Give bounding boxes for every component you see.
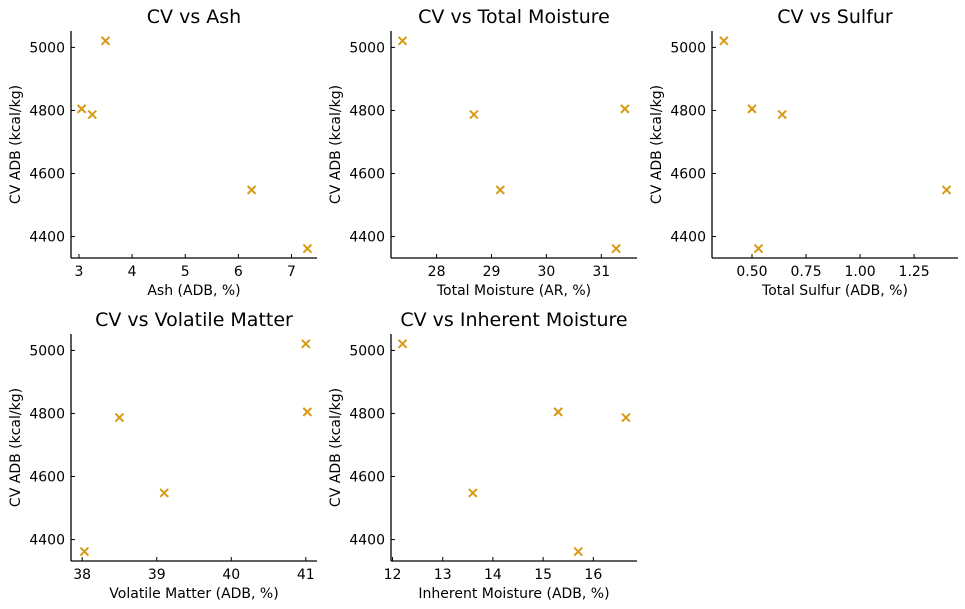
x-axis-label: Inherent Moisture (ADB, %): [418, 586, 609, 602]
y-tick-label: 5000: [29, 40, 65, 56]
y-tick-label: 4800: [670, 103, 706, 119]
x-tick-label: 38: [73, 567, 91, 583]
data-point: [79, 546, 90, 557]
data-point: [611, 243, 621, 254]
chart-title: CV vs Total Moisture: [418, 6, 610, 28]
chart-title: CV vs Ash: [147, 6, 241, 28]
chart-title: CV vs Sulfur: [777, 6, 893, 28]
data-point: [469, 109, 479, 120]
data-point: [941, 185, 952, 195]
y-tick-label: 4600: [29, 470, 65, 486]
y-tick-label: 4600: [349, 470, 385, 486]
chart-panel-4: CV vs Volatile Matter 38 39 40 41 4400 4600 480…: [8, 309, 317, 602]
y-tick-label: 4400: [29, 230, 65, 246]
chart-panel-2: CV vs Total Moisture 28 29 30 31 4400 4600 4800…: [328, 6, 637, 299]
x-axis-label: Total Sulfur (ADB, %): [761, 283, 908, 299]
x-axis-label: Volatile Matter (ADB, %): [109, 586, 278, 602]
y-tick-label: 4400: [670, 230, 706, 246]
data-point: [777, 109, 787, 120]
y-tick-label: 5000: [29, 343, 65, 359]
y-tick-label: 4800: [29, 406, 65, 422]
x-tick-label: 1.00: [844, 264, 875, 280]
y-tick-label: 4400: [349, 533, 385, 549]
data-point: [301, 339, 311, 349]
chart-panel-3: CV vs Sulfur 0.50 0.75 1.00 1.25 4400 4600 4800…: [649, 6, 958, 299]
y-axis-label: CV ADB (kcal/kg): [328, 388, 344, 507]
y-tick-label: 4600: [29, 167, 65, 183]
y-tick-label: 4600: [349, 167, 385, 183]
y-axis-label: CV ADB (kcal/kg): [8, 85, 24, 204]
x-tick-label: 16: [584, 567, 602, 583]
x-axis-label: Total Moisture (AR, %): [436, 283, 591, 299]
x-tick-label: 31: [592, 264, 610, 280]
data-point: [397, 339, 408, 349]
x-tick-label: 30: [537, 264, 555, 280]
x-tick-label: 3: [75, 264, 84, 280]
data-point: [302, 407, 313, 417]
y-tick-label: 4400: [349, 230, 385, 246]
x-tick-label: 5: [181, 264, 190, 280]
x-tick-label: 29: [483, 264, 501, 280]
data-point: [753, 243, 764, 254]
data-point: [553, 407, 563, 417]
x-tick-label: 6: [234, 264, 243, 280]
x-tick-label: 0.50: [736, 264, 767, 280]
data-point: [114, 412, 125, 423]
x-tick-label: 7: [287, 264, 296, 280]
y-tick-label: 4600: [670, 167, 706, 183]
data-point: [76, 104, 87, 114]
y-tick-label: 4800: [29, 103, 65, 119]
x-tick-label: 1.25: [899, 264, 930, 280]
x-tick-label: 15: [534, 567, 552, 583]
x-tick-label: 13: [434, 567, 452, 583]
y-tick-label: 5000: [670, 40, 706, 56]
y-axis-label: CV ADB (kcal/kg): [8, 388, 24, 507]
x-tick-label: 14: [484, 567, 502, 583]
data-point: [100, 36, 111, 46]
y-tick-label: 4800: [349, 103, 385, 119]
y-tick-label: 4800: [349, 406, 385, 422]
data-point: [747, 104, 757, 114]
chart-title: CV vs Volatile Matter: [95, 309, 293, 331]
data-point: [468, 488, 478, 498]
x-tick-label: 12: [384, 567, 402, 583]
data-point: [246, 185, 257, 195]
x-tick-label: 4: [128, 264, 137, 280]
x-tick-label: 40: [222, 567, 240, 583]
x-tick-label: 28: [428, 264, 446, 280]
y-tick-label: 4400: [29, 533, 65, 549]
x-axis-label: Ash (ADB, %): [147, 283, 240, 299]
y-axis-label: CV ADB (kcal/kg): [649, 85, 665, 204]
y-tick-label: 5000: [349, 40, 385, 56]
data-point: [719, 36, 729, 46]
x-tick-label: 41: [297, 567, 315, 583]
chart-panel-5: CV vs Inherent Moisture 12 13 14 15 16 4400 460…: [328, 309, 637, 602]
y-tick-label: 5000: [349, 343, 385, 359]
data-point: [495, 185, 505, 195]
data-point: [87, 109, 97, 120]
data-point: [620, 104, 630, 114]
data-point: [302, 243, 313, 254]
data-point: [397, 36, 408, 46]
data-point: [621, 412, 631, 423]
y-axis-label: CV ADB (kcal/kg): [328, 85, 344, 204]
x-tick-label: 39: [148, 567, 166, 583]
data-point: [573, 546, 583, 557]
chart-panel-1: CV vs Ash 3 4 5 6 7 4400 4600 4800 5000 Ash (ADB, …: [8, 6, 317, 299]
data-point: [159, 488, 169, 498]
chart-title: CV vs Inherent Moisture: [400, 309, 627, 331]
x-tick-label: 0.75: [790, 264, 821, 280]
